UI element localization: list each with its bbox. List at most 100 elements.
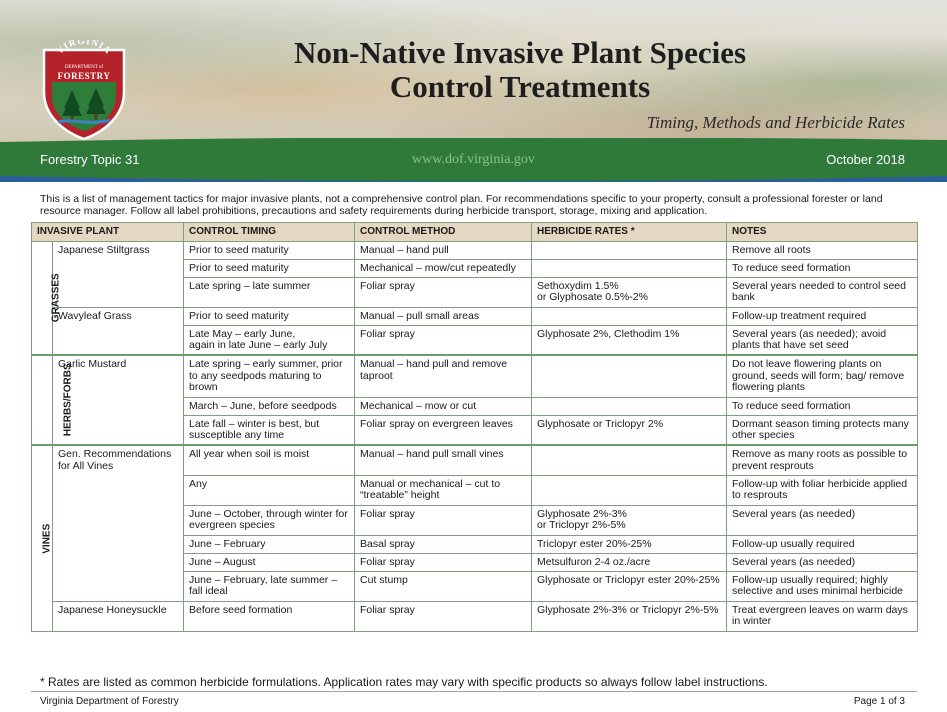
rate-cell: Metsulfuron 2-4 oz./acre bbox=[531, 552, 728, 572]
timing-cell: Before seed formation bbox=[183, 600, 356, 632]
timing-cell: All year when soil is moist bbox=[183, 444, 356, 476]
rate-cell bbox=[531, 474, 728, 506]
timing-cell: Late spring – early summer, prior to any… bbox=[183, 354, 356, 398]
method-cell: Mechanical – mow/cut repeatedly bbox=[354, 258, 533, 278]
plant-cell: Wavyleaf Grass bbox=[51, 306, 185, 356]
header-control-timing: CONTROL TIMING bbox=[183, 222, 356, 242]
notes-cell: Follow-up usually required bbox=[726, 534, 919, 554]
footer-divider bbox=[31, 691, 917, 692]
rate-cell: Glyphosate 2%-3% or Triclopyr 2%-5% bbox=[531, 504, 728, 536]
table-row: June – August Foliar spray Metsulfuron 2… bbox=[32, 552, 919, 572]
method-cell: Manual – hand pull and remove taproot bbox=[354, 354, 533, 398]
herbicide-footnote: * Rates are listed as common herbicide f… bbox=[40, 675, 768, 689]
green-header-band bbox=[0, 138, 947, 182]
table-row: March – June, before seedpods Mechanical… bbox=[32, 396, 919, 416]
notes-cell: Several years (as needed) bbox=[726, 552, 919, 572]
rate-cell bbox=[531, 396, 728, 416]
notes-cell: To reduce seed formation bbox=[726, 396, 919, 416]
title-line-1: Non-Native Invasive Plant Species bbox=[293, 35, 747, 70]
notes-cell: Follow-up treatment required bbox=[726, 306, 919, 326]
method-cell: Manual – pull small areas bbox=[354, 306, 533, 326]
header-invasive-plant: INVASIVE PLANT bbox=[30, 222, 185, 242]
method-cell: Foliar spray bbox=[354, 276, 533, 308]
notes-cell: Remove as many roots as possible to prev… bbox=[726, 444, 919, 476]
notes-cell: Do not leave flowering plants on ground,… bbox=[726, 354, 919, 398]
group-vines: VINES bbox=[31, 444, 53, 632]
rate-cell bbox=[531, 258, 728, 278]
logo-trees-icon bbox=[57, 88, 111, 124]
timing-cell: June – February, late summer – fall idea… bbox=[183, 570, 356, 602]
timing-cell: June – August bbox=[183, 552, 356, 572]
plant-cell: Gen. Recommendations for All Vines bbox=[51, 444, 185, 602]
page-number: Page 1 of 3 bbox=[853, 696, 905, 707]
notes-cell: Treat evergreen leaves on warm days in w… bbox=[726, 600, 919, 632]
table-row: GRASSES Japanese Stiltgrass Prior to see… bbox=[31, 240, 919, 356]
method-cell: Foliar spray bbox=[354, 600, 533, 632]
topic-label: Forestry Topic 31 bbox=[40, 152, 140, 167]
group-grasses: GRASSES bbox=[31, 240, 62, 356]
header-herbicide-rates: HERBICIDE RATES * bbox=[531, 222, 728, 242]
table-row: June – February Basal spray Triclopyr es… bbox=[32, 534, 919, 554]
table-row: Late May – early June, again in late Jun… bbox=[32, 324, 919, 356]
rate-cell: Glyphosate 2%, Clethodim 1% bbox=[531, 324, 728, 356]
notes-cell: Remove all roots bbox=[726, 240, 919, 260]
rate-cell: Triclopyr ester 20%-25% bbox=[531, 534, 728, 554]
timing-cell: Any bbox=[183, 474, 356, 506]
rate-cell bbox=[531, 354, 728, 398]
website-link[interactable]: www.dof.virginia.gov bbox=[412, 152, 535, 167]
timing-cell: June – October, through winter for everg… bbox=[183, 504, 356, 536]
control-treatments-table: INVASIVE PLANT CONTROL TIMING CONTROL ME… bbox=[30, 222, 919, 632]
header-photo-banner bbox=[0, 0, 947, 148]
timing-cell: Late May – early June, again in late Jun… bbox=[183, 324, 356, 356]
rate-cell: Glyphosate or Triclopyr ester 20%-25% bbox=[531, 570, 728, 602]
method-cell: Manual – hand pull bbox=[354, 240, 533, 260]
table-header-row: INVASIVE PLANT CONTROL TIMING CONTROL ME… bbox=[30, 222, 919, 242]
page-title: Non-Native Invasive Plant Species Contro… bbox=[170, 36, 870, 104]
table-row: VINES Gen. Recommendations for All Vines… bbox=[31, 444, 919, 632]
timing-cell: Prior to seed maturity bbox=[183, 306, 356, 326]
logo-middle-text: DEPARTMENT of bbox=[65, 65, 104, 70]
rate-cell bbox=[531, 306, 728, 326]
table-row: June – February, late summer – fall idea… bbox=[32, 570, 919, 602]
timing-cell: Late spring – late summer bbox=[183, 276, 356, 308]
method-cell: Cut stump bbox=[354, 570, 533, 602]
footer-organization: Virginia Department of Forestry bbox=[40, 696, 179, 707]
table-row: Prior to seed maturity Mechanical – mow/… bbox=[32, 258, 919, 278]
rate-cell: Glyphosate 2%-3% or Triclopyr 2%-5% bbox=[531, 600, 728, 632]
virginia-forestry-logo: VIRGINIA DEPARTMENT of FORESTRY bbox=[42, 40, 126, 140]
table-row: Late fall – winter is best, but suscepti… bbox=[32, 414, 919, 446]
table-row: Wavyleaf Grass Prior to seed maturity Ma… bbox=[32, 306, 919, 356]
notes-cell: Follow-up usually required; highly selec… bbox=[726, 570, 919, 602]
intro-paragraph: This is a list of management tactics for… bbox=[40, 193, 883, 217]
method-cell: Foliar spray bbox=[354, 324, 533, 356]
notes-cell: Follow-up with foliar herbicide applied … bbox=[726, 474, 919, 506]
group-herbs-forbs: HERBS/FORBS bbox=[31, 354, 74, 446]
timing-cell: Prior to seed maturity bbox=[183, 258, 356, 278]
notes-cell: Several years needed to control seed ban… bbox=[726, 276, 919, 308]
method-cell: Manual or mechanical – cut to “treatable… bbox=[354, 474, 533, 506]
rate-cell bbox=[531, 240, 728, 260]
method-cell: Foliar spray on evergreen leaves bbox=[354, 414, 533, 446]
rate-cell: Glyphosate or Triclopyr 2% bbox=[531, 414, 728, 446]
table-row: June – October, through winter for everg… bbox=[32, 504, 919, 536]
logo-bottom-text: FORESTRY bbox=[58, 71, 111, 81]
method-cell: Manual – hand pull small vines bbox=[354, 444, 533, 476]
header-photo-veil bbox=[0, 0, 947, 148]
plant-cell: Japanese Honeysuckle bbox=[51, 600, 185, 632]
table-row: Any Manual or mechanical – cut to “treat… bbox=[32, 474, 919, 506]
notes-cell: Several years (as needed) bbox=[726, 504, 919, 536]
method-cell: Basal spray bbox=[354, 534, 533, 554]
plant-cell: Garlic Mustard bbox=[51, 354, 185, 446]
notes-cell: Dormant season timing protects many othe… bbox=[726, 414, 919, 446]
rate-cell: Sethoxydim 1.5% or Glyphosate 0.5%-2% bbox=[531, 276, 728, 308]
timing-cell: Late fall – winter is best, but suscepti… bbox=[183, 414, 356, 446]
timing-cell: March – June, before seedpods bbox=[183, 396, 356, 416]
header-control-method: CONTROL METHOD bbox=[354, 222, 533, 242]
method-cell: Foliar spray bbox=[354, 504, 533, 536]
plant-cell: Japanese Stiltgrass bbox=[51, 240, 185, 308]
notes-cell: To reduce seed formation bbox=[726, 258, 919, 278]
page-subtitle: Timing, Methods and Herbicide Rates bbox=[646, 113, 905, 132]
rate-cell bbox=[531, 444, 728, 476]
timing-cell: Prior to seed maturity bbox=[183, 240, 356, 260]
publication-date: October 2018 bbox=[826, 152, 905, 167]
